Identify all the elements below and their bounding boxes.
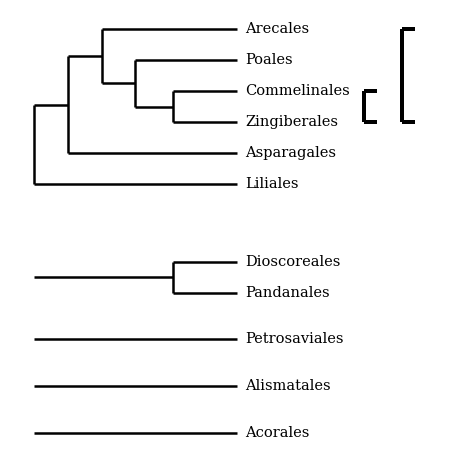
Text: Petrosaviales: Petrosaviales [246, 332, 344, 346]
Text: Zingiberales: Zingiberales [246, 115, 338, 129]
Text: Acorales: Acorales [246, 426, 310, 439]
Text: Alismatales: Alismatales [246, 379, 331, 393]
Text: Commelinales: Commelinales [246, 84, 350, 98]
Text: Dioscoreales: Dioscoreales [246, 255, 341, 269]
Text: Pandanales: Pandanales [246, 286, 330, 300]
Text: Arecales: Arecales [246, 22, 310, 36]
Text: Poales: Poales [246, 53, 293, 67]
Text: Liliales: Liliales [246, 177, 299, 191]
Text: Asparagales: Asparagales [246, 146, 337, 160]
